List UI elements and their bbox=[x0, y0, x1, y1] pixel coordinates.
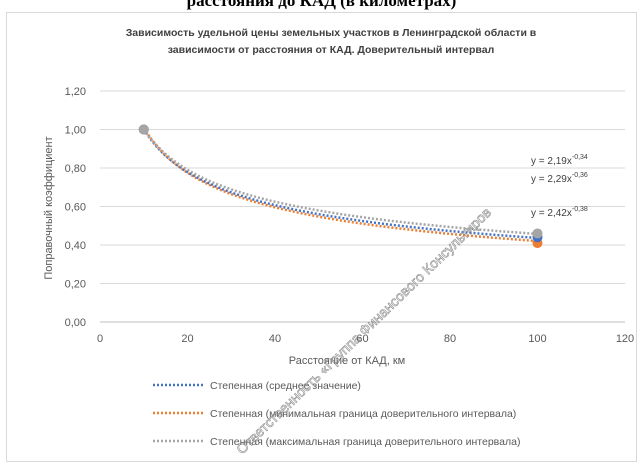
data-point bbox=[532, 228, 543, 239]
y-axis-title: Поправочный коэффициент bbox=[43, 136, 55, 279]
x-tick-label: 80 bbox=[444, 333, 456, 345]
x-tick-label: 60 bbox=[356, 333, 368, 345]
equation-label: y = 2,29x-0,36 bbox=[531, 172, 588, 185]
x-tick-label: 120 bbox=[616, 333, 634, 345]
x-axis-title: Расстояние от КАД, км bbox=[289, 355, 406, 367]
y-tick-label: 0,40 bbox=[65, 240, 86, 252]
y-tick-label: 0,20 bbox=[65, 279, 86, 291]
document-heading: расстояния до КАД (в километрах) bbox=[186, 0, 457, 10]
legend-label: Степенная (среднее значение) bbox=[210, 380, 361, 392]
data-point bbox=[138, 124, 149, 135]
x-tick-label: 20 bbox=[181, 333, 193, 345]
y-tick-label: 0,80 bbox=[65, 163, 86, 175]
trendline-equations: y = 2,19x-0,34 y = 2,29x-0,36 y = 2,42x-0,… bbox=[531, 154, 588, 219]
legend-label: Степенная (максимальная граница доверите… bbox=[210, 436, 520, 448]
x-tick-label: 40 bbox=[269, 333, 281, 345]
equation-label: y = 2,42x-0,38 bbox=[531, 206, 588, 219]
y-tick-label: 1,00 bbox=[65, 125, 86, 137]
gridlines bbox=[100, 90, 625, 323]
trendline-series-3 bbox=[142, 128, 538, 236]
legend: Степенная (среднее значение) Степенная (м… bbox=[153, 380, 520, 448]
x-tick-label: 0 bbox=[97, 333, 103, 345]
trendline-series-2 bbox=[142, 127, 538, 243]
y-axis-ticks: 0,00 0,20 0,40 0,60 0,80 1,00 1,20 bbox=[65, 86, 86, 329]
y-tick-label: 1,20 bbox=[65, 86, 86, 98]
equation-label: y = 2,19x-0,34 bbox=[531, 154, 588, 167]
legend-label: Степенная (минимальная граница доверител… bbox=[210, 408, 516, 420]
chart-area bbox=[6, 12, 637, 462]
y-tick-label: 0,00 bbox=[65, 317, 86, 329]
x-tick-label: 100 bbox=[528, 333, 546, 345]
x-axis-ticks: 0 20 40 60 80 100 120 bbox=[97, 333, 634, 345]
chart-title-line2: зависимости от расстояния от КАД. Довери… bbox=[168, 44, 495, 56]
y-tick-label: 0,60 bbox=[65, 202, 86, 214]
chart-title-line1: Зависимость удельной цены земельных учас… bbox=[126, 27, 537, 39]
series-group bbox=[138, 124, 543, 249]
